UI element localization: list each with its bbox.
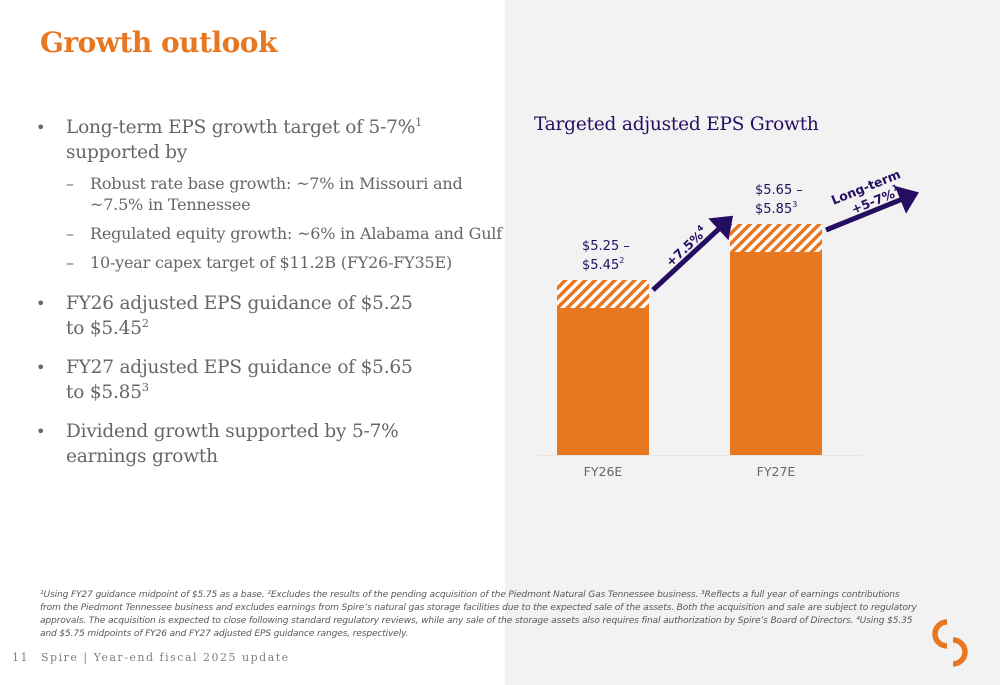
bullet-dot-icon: • — [36, 422, 46, 441]
bar-solid-fy26e — [557, 308, 649, 455]
footer: 11 Spire | Year-end fiscal 2025 update — [12, 651, 290, 664]
footnote-ref: 2 — [619, 256, 624, 265]
bullet-text: FY26 adjusted EPS guidance of $5.25 to $… — [66, 293, 413, 339]
category-label: FY27E — [757, 464, 796, 479]
footnote-ref: 3 — [141, 380, 149, 394]
bar-range-hatched-fy27e — [730, 224, 822, 252]
page-number: 11 — [12, 651, 29, 664]
sub-bullet-text: 10-year capex target of $11.2B (FY26-FY3… — [90, 253, 453, 272]
range-label-line2: $5.853 — [755, 200, 797, 217]
bullet-item: • FY27 adjusted EPS guidance of $5.65 to… — [36, 355, 416, 405]
sub-bullet-text: Regulated equity growth: ~6% in Alabama … — [90, 224, 502, 243]
bullet-dot-icon: • — [36, 294, 46, 313]
range-label-line2: $5.452 — [582, 256, 624, 273]
bullet-list: • Long-term EPS growth target of 5-7%1 s… — [36, 115, 506, 483]
sub-bullet-item: – Regulated equity growth: ~6% in Alabam… — [36, 223, 506, 244]
bar-solid-fy27e — [730, 252, 822, 455]
bullet-text: Dividend growth supported by 5-7% earnin… — [66, 421, 399, 467]
bullet-item: • Long-term EPS growth target of 5-7%1 s… — [36, 115, 506, 165]
bullet-text: FY27 adjusted EPS guidance of $5.65 to $… — [66, 357, 413, 403]
footnote-ref: 1 — [891, 183, 900, 194]
category-label: FY26E — [584, 464, 623, 479]
bullet-text-cont: supported by — [66, 142, 188, 163]
chart-title: Targeted adjusted EPS Growth — [534, 114, 819, 135]
dash-icon: – — [66, 174, 74, 193]
footnote-ref: 4 — [695, 223, 706, 234]
dash-icon: – — [66, 253, 74, 272]
sub-bullet-item: – Robust rate base growth: ~7% in Missou… — [36, 173, 506, 215]
footnote-ref: 1 — [415, 115, 422, 129]
footnote-ref: 2 — [141, 316, 149, 330]
bullet-item: • FY26 adjusted EPS guidance of $5.25 to… — [36, 291, 416, 341]
page-title: Growth outlook — [40, 26, 277, 59]
bar-range-hatched-fy26e — [557, 280, 649, 308]
range-label-line1: $5.25 – — [582, 239, 630, 254]
bullet-dot-icon: • — [36, 358, 46, 377]
bullet-dot-icon: • — [36, 118, 46, 137]
dash-icon: – — [66, 224, 74, 243]
footer-text: Spire | Year-end fiscal 2025 update — [41, 651, 290, 664]
growth-arrow — [651, 215, 733, 292]
footnote-ref: 3 — [792, 200, 797, 209]
bullet-item: • Dividend growth supported by 5-7% earn… — [36, 419, 456, 469]
range-label-line1: $5.65 – — [755, 183, 803, 198]
bullet-text: Long-term EPS growth target of 5-7% — [66, 117, 416, 138]
footnote: ¹Using FY27 guidance midpoint of $5.75 a… — [40, 590, 917, 639]
sub-bullet-item: – 10-year capex target of $11.2B (FY26-F… — [36, 252, 506, 273]
long-term-arrow — [825, 185, 919, 233]
spire-logo-icon — [932, 619, 968, 667]
sub-bullet-text: Robust rate base growth: ~7% in Missouri… — [90, 174, 463, 214]
